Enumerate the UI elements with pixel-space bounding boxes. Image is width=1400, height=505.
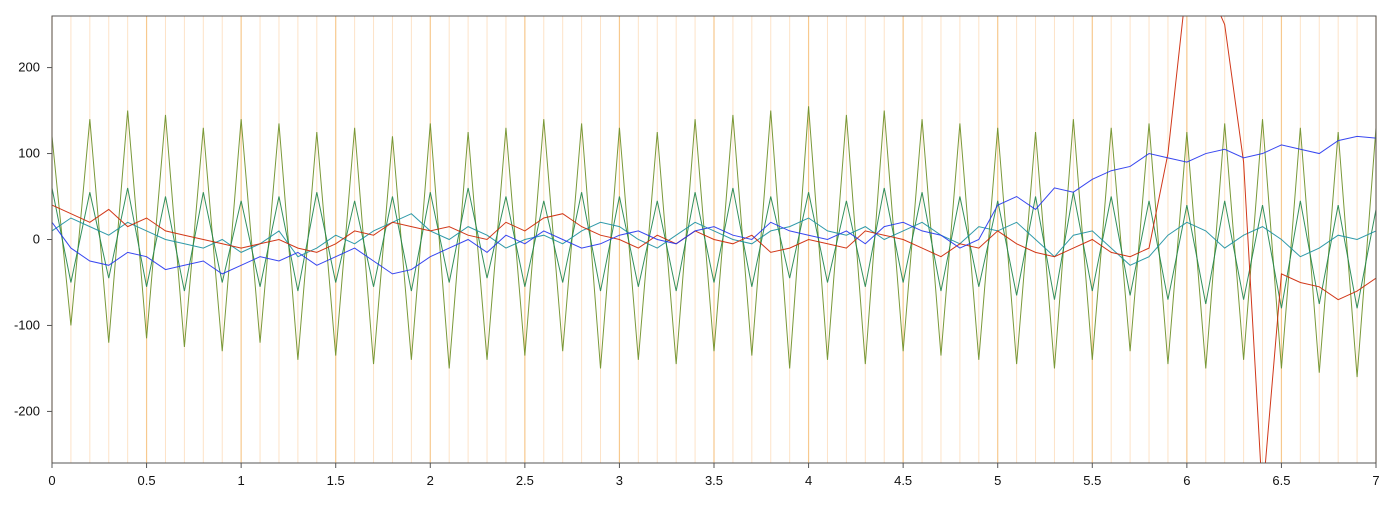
y-tick-label: -200	[14, 403, 40, 418]
plot-area	[52, 16, 1376, 463]
x-tick-label: 0.5	[138, 473, 156, 488]
x-tick-label: 1	[238, 473, 245, 488]
x-tick-label: 6	[1183, 473, 1190, 488]
x-tick-label: 4.5	[894, 473, 912, 488]
y-tick-label: 100	[18, 146, 40, 161]
x-tick-label: 3	[616, 473, 623, 488]
axes: 0 0.5 1 1.5 2 2.5 3 3.5 4 4.5 5 5.5 6 6.5 7 -200 -100 0 10…	[14, 60, 1380, 488]
series-line	[52, 135, 1376, 275]
x-tick-label: 5	[994, 473, 1001, 488]
x-tick-label: 4	[805, 473, 812, 488]
x-tick-label: 0	[48, 473, 55, 488]
x-tick-label: 1.5	[327, 473, 345, 488]
series-line	[52, 187, 1376, 309]
x-tick-label: 6.5	[1272, 473, 1290, 488]
x-tick-label: 7	[1372, 473, 1379, 488]
series-line	[52, 16, 1376, 463]
y-tick-label: -100	[14, 317, 40, 332]
x-tick-label: 2	[427, 473, 434, 488]
x-tick-label: 2.5	[516, 473, 534, 488]
series-line	[52, 213, 1376, 266]
x-tick-label: 5.5	[1083, 473, 1101, 488]
grid	[51, 16, 1377, 463]
y-tick-label: 200	[18, 60, 40, 75]
y-tick-label: 0	[33, 232, 40, 247]
x-tick-label: 3.5	[705, 473, 723, 488]
series-line	[52, 106, 1376, 378]
